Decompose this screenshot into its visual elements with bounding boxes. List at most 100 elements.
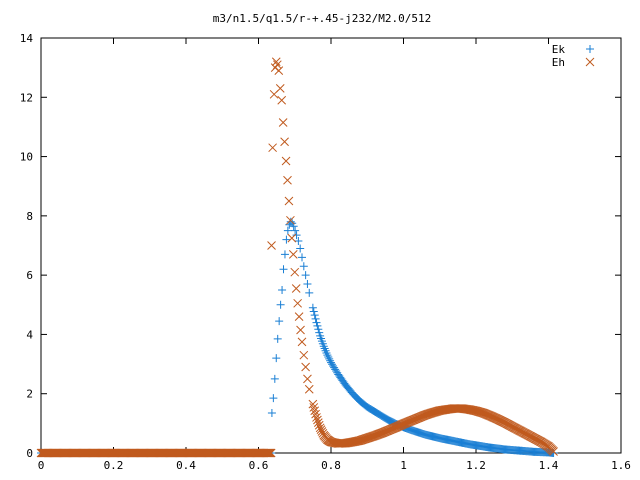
plot-frame (40, 37, 622, 454)
data-point (277, 95, 287, 105)
data-point (329, 361, 338, 370)
data-point (309, 307, 318, 316)
data-point (284, 196, 294, 206)
data-point (308, 399, 318, 409)
data-point (265, 448, 274, 458)
data-point (304, 384, 314, 394)
data-point (311, 314, 320, 323)
x-tick-label: 0.2 (104, 459, 124, 472)
x-tick-label: 0.6 (249, 459, 269, 472)
data-point (312, 318, 321, 327)
data-point (263, 448, 272, 458)
data-point (331, 365, 340, 374)
y-tick-label: 2 (26, 388, 33, 401)
data-point (275, 84, 285, 93)
data-point (282, 235, 291, 244)
data-point (283, 226, 292, 235)
data-point (311, 409, 320, 419)
data-point (274, 66, 284, 75)
data-point (297, 337, 307, 347)
data-point (272, 60, 282, 70)
data-point (288, 250, 298, 259)
data-point (301, 362, 310, 372)
data-point (265, 448, 275, 458)
y-tick-label: 10 (20, 151, 33, 164)
data-point (283, 175, 292, 185)
data-point (314, 325, 323, 334)
data-series (36, 57, 558, 458)
data-point (296, 244, 305, 253)
data-point (275, 317, 284, 326)
data-point (278, 118, 288, 127)
data-point (290, 267, 300, 277)
data-point (294, 312, 304, 321)
x-tick-label: 1.6 (611, 459, 631, 472)
x-tick-label: 1.2 (466, 459, 486, 472)
y-tick-label: 4 (26, 328, 33, 341)
data-point (272, 354, 281, 363)
data-point (549, 447, 558, 456)
data-point (286, 215, 295, 225)
data-point (270, 374, 279, 383)
data-point (267, 408, 276, 417)
data-point (326, 356, 335, 365)
data-point (549, 449, 558, 457)
x-axis: 0 0.2 0.4 0.6 0.8 1 1.2 1.4 1.6 (38, 38, 631, 472)
data-point (264, 448, 273, 458)
data-point (298, 253, 306, 262)
x-tick-label: 1 (400, 459, 407, 472)
x-tick-label: 0.8 (321, 459, 341, 472)
data-point (328, 360, 337, 369)
y-tick-label: 14 (20, 32, 34, 45)
data-point (308, 303, 317, 312)
data-point (330, 363, 339, 372)
y-tick-label: 8 (26, 210, 33, 223)
y-tick-label: 12 (20, 91, 33, 104)
data-point (305, 288, 314, 297)
legend-label: Ek (552, 43, 566, 56)
data-point (312, 413, 321, 422)
data-point (293, 298, 303, 308)
data-point (262, 448, 272, 458)
data-point (313, 418, 323, 427)
data-point (303, 280, 312, 289)
y-axis: 0 2 4 6 8 10 12 14 (20, 32, 621, 460)
data-point (327, 358, 335, 367)
series-ek (37, 217, 558, 457)
data-point (271, 57, 281, 67)
data-point (314, 420, 324, 430)
data-point (278, 285, 287, 294)
x-tick-label: 0.4 (176, 459, 196, 472)
data-point (291, 284, 301, 293)
data-point (281, 156, 291, 166)
y-tick-label: 0 (26, 447, 33, 460)
data-point (309, 403, 319, 412)
data-point (273, 334, 282, 343)
series-eh (36, 57, 558, 458)
data-point (280, 137, 289, 147)
data-point (325, 354, 334, 363)
data-point (299, 262, 308, 271)
x-tick-label: 1.4 (539, 459, 559, 472)
data-point (287, 233, 297, 243)
data-point (323, 351, 332, 360)
chart-title: m3/n1.5/q1.5/r-+.45-j232/M2.0/512 (213, 12, 432, 25)
y-tick-label: 6 (26, 269, 33, 282)
data-point (301, 271, 310, 280)
data-point (315, 328, 324, 337)
x-tick-label: 0 (38, 459, 45, 472)
data-point (279, 265, 288, 274)
legend-marker (586, 45, 594, 53)
data-point (280, 250, 289, 259)
data-point (333, 368, 342, 377)
data-point (267, 241, 276, 250)
data-point (296, 325, 305, 335)
data-point (332, 367, 341, 376)
data-point (286, 217, 295, 226)
data-point (292, 231, 301, 240)
legend-marker (585, 57, 595, 67)
data-point (310, 406, 320, 416)
data-point (310, 311, 319, 320)
